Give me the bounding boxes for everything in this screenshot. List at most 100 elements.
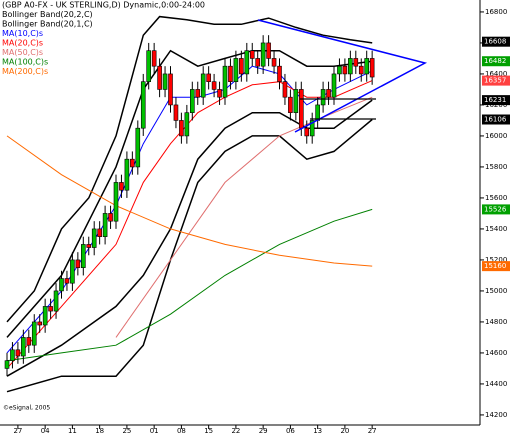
candle-body [271,58,277,67]
candle-body [315,104,320,121]
indicator-line [6,49,373,338]
candle-body [53,290,59,312]
candle-body [59,278,64,292]
candle-body [91,228,97,248]
candle-body [239,58,244,75]
x-tick-label: 04 [41,427,50,435]
candle-body [70,259,75,284]
candle-body [119,182,124,191]
price-label-box [482,114,510,125]
candle-body [184,112,190,137]
y-tick-label: 14800 [485,318,507,326]
indicator-line [6,118,373,393]
candle-body [369,58,375,78]
candle-body [64,278,70,284]
candle-body [348,58,353,75]
x-tick-label: 29 [259,427,268,435]
x-tick-label: 13 [313,427,322,435]
x-tick-label: 06 [286,427,295,435]
candle-body [266,42,271,59]
candle-body [37,321,43,326]
y-tick-label: 16400 [485,70,507,78]
candle-body [353,58,359,67]
candle-body [135,127,141,168]
indicator-line [6,15,373,323]
chart-title: (GBP A0-FX - UK STERLING,D) Dynamic,0:00… [2,1,205,10]
price-label: 16357 [484,77,506,85]
candle-body [102,213,108,237]
x-tick-label: 20 [340,427,349,435]
legend-entry: Bollinger Band(20,1,C) [2,20,93,29]
candle-body [200,73,206,98]
candle-body [298,89,304,129]
candle-body [75,259,81,268]
candle-body [255,58,260,67]
y-tick-label: 15600 [485,194,507,202]
y-tick-label: 15000 [485,287,507,295]
candle-body [288,96,293,113]
price-label: 15526 [484,205,507,213]
legend-entry: MA(10,C)s [2,29,43,38]
y-tick-label: 15400 [485,225,507,233]
x-tick-label: 01 [150,427,159,435]
candle-body [140,81,146,129]
x-tick-label: 18 [95,427,104,435]
candle-body [173,104,179,121]
candle-body [337,65,342,75]
x-tick-label: 25 [122,427,131,435]
price-label-box [482,261,510,272]
candle-body [162,73,168,90]
legend-entry: MA(200,C)s [2,67,48,76]
indicator-line [115,96,373,338]
candle-body [217,89,222,98]
y-tick-label: 16000 [485,132,507,140]
candle-body [228,65,233,82]
candle-body [326,89,331,98]
candle-body [4,360,10,369]
price-label-box [482,204,510,215]
candle-body [130,158,135,168]
candle-body [320,89,326,106]
indicator-line [6,208,373,362]
price-label: 16482 [484,57,506,65]
candle-body [151,50,157,67]
y-tick-label: 16800 [485,8,507,16]
y-tick-label: 15200 [485,256,507,264]
candle-body [309,120,315,137]
legend-entry: Bollinger Band(20,2,C) [2,10,93,19]
candle-body [364,58,370,75]
candle-body [146,50,151,82]
price-label-box [482,56,510,67]
candle-body [124,158,130,191]
price-label: 16231 [484,96,506,104]
candle-body [260,42,266,67]
candle-body [195,89,201,98]
candle-body [358,65,364,75]
price-label: 16106 [484,116,507,124]
candle-body [48,306,53,312]
x-tick-label: 08 [177,427,186,435]
candle-body [342,65,348,75]
price-label-box [482,75,510,86]
plot-area [4,15,375,393]
x-tick-label: 15 [204,427,213,435]
price-label-box [482,95,510,106]
candle-body [168,73,173,106]
copyright: ©eSignal, 2005 [3,405,50,412]
y-tick-label: 15800 [485,163,507,171]
candle-body [304,127,310,137]
candle-body [244,50,250,75]
candle-body [97,228,102,237]
candle-body [21,337,26,357]
candle-body [86,244,92,248]
y-tick-label: 14600 [485,349,507,357]
candle-body [10,349,15,361]
legend-entry: MA(100,C)s [2,58,48,67]
candle-body [26,337,32,346]
y-tick-label: 14400 [485,380,507,388]
candle-body [293,89,299,113]
legend-entry: MA(50,C)s [2,48,43,57]
y-tick-label: 14200 [485,411,507,419]
price-label: 15160 [484,262,506,270]
